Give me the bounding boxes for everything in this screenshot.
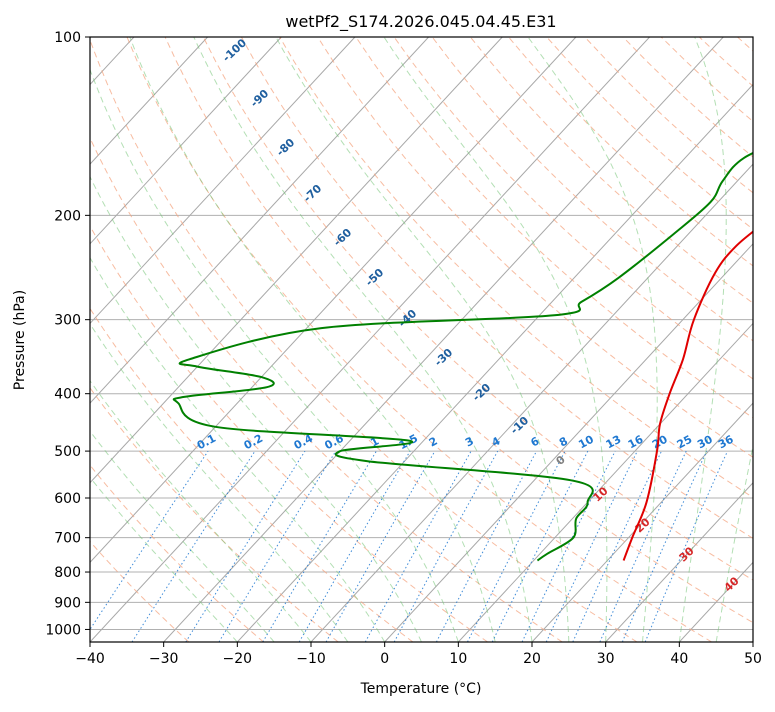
x-tick-label: −40 bbox=[75, 651, 105, 667]
y-tick-label: 1000 bbox=[45, 622, 81, 638]
x-tick-label: −30 bbox=[149, 651, 179, 667]
y-tick-label: 500 bbox=[54, 444, 81, 460]
x-tick-label: 40 bbox=[670, 651, 688, 667]
x-tick-label: 30 bbox=[597, 651, 615, 667]
x-axis-label: Temperature (°C) bbox=[360, 681, 482, 697]
y-tick-label: 600 bbox=[54, 491, 81, 507]
x-tick-label: 50 bbox=[744, 651, 762, 667]
x-tick-label: −10 bbox=[296, 651, 326, 667]
y-tick-label: 100 bbox=[54, 30, 81, 46]
y-tick-label: 200 bbox=[54, 208, 81, 224]
y-tick-label: 400 bbox=[54, 387, 81, 403]
x-tick-label: 10 bbox=[449, 651, 467, 667]
y-tick-label: 300 bbox=[54, 313, 81, 329]
x-tick-label: −20 bbox=[223, 651, 253, 667]
chart-title: wetPf2_S174.2026.045.04.45.E31 bbox=[285, 12, 556, 32]
y-tick-label: 800 bbox=[54, 565, 81, 581]
y-tick-label: 700 bbox=[54, 531, 81, 547]
y-tick-label: 900 bbox=[54, 595, 81, 611]
x-tick-label: 20 bbox=[523, 651, 541, 667]
x-tick-label: 0 bbox=[380, 651, 389, 667]
y-axis-label: Pressure (hPa) bbox=[12, 290, 28, 390]
